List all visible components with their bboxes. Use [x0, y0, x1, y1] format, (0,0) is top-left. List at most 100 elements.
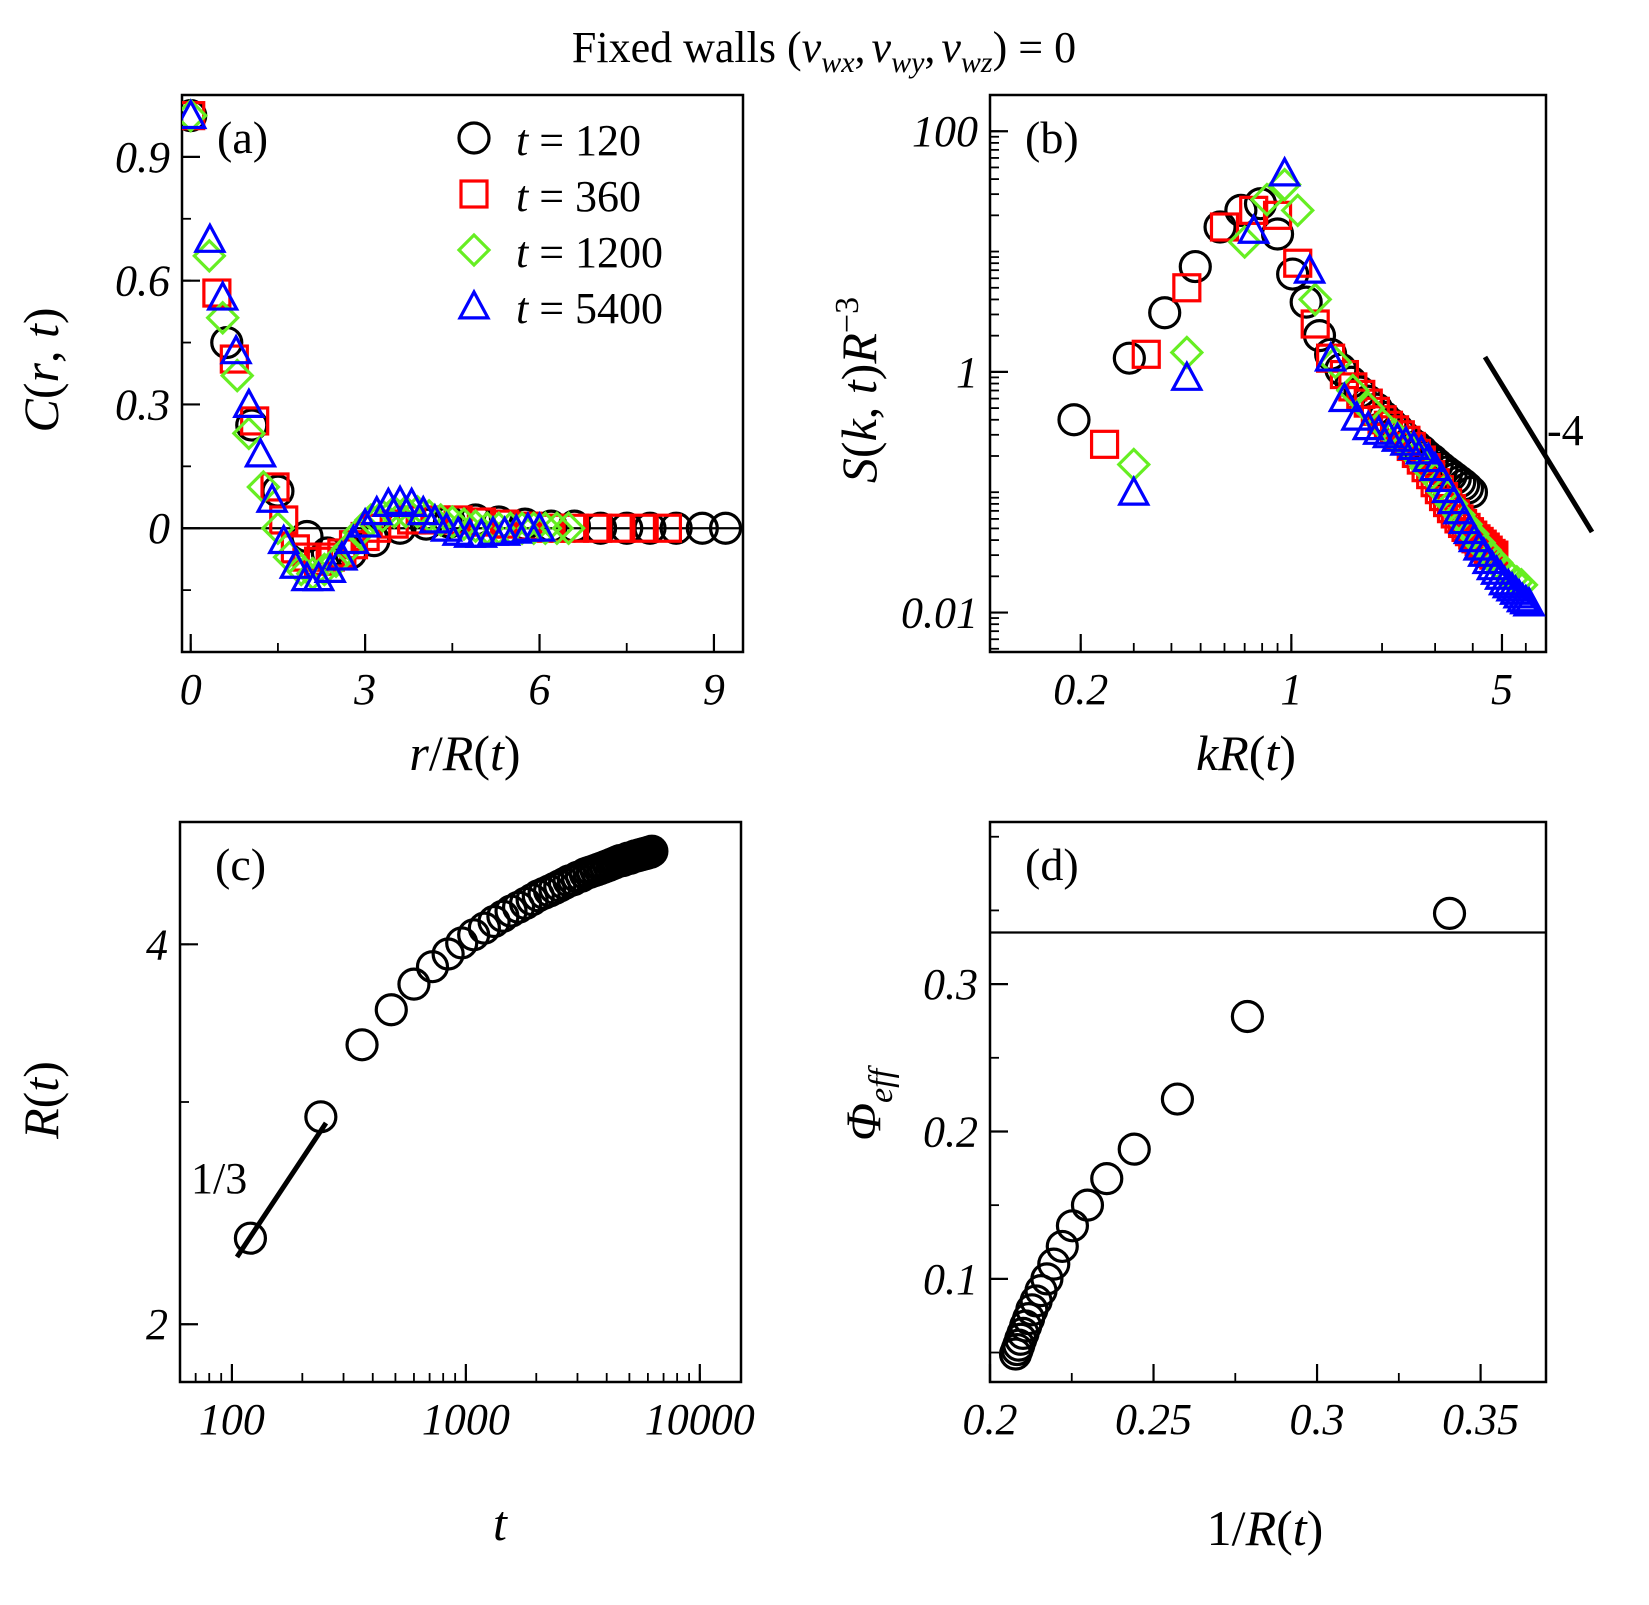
data-point: [1230, 999, 1264, 1034]
y-tick-label: 1: [956, 348, 978, 397]
x-tick-label: 0.2: [1053, 665, 1108, 714]
data-point: [635, 834, 669, 868]
data-point: [1112, 341, 1146, 375]
data-point: [1292, 252, 1327, 284]
data-point: [260, 510, 296, 546]
data-point: [685, 511, 719, 545]
x-tick-label: 5: [1491, 665, 1513, 714]
panel-c: 100 1000 10000 2 4 (c) tt R(t)R(t) 1/3: [13, 820, 755, 1551]
data-point: [487, 514, 522, 546]
data-point: [193, 222, 227, 253]
data-point: [1512, 585, 1546, 617]
x-tick-label: 1000: [422, 1395, 510, 1444]
data-point: [182, 98, 208, 133]
panel-a: 0 3 6 9 0 0.3 0.6 0.9 (a) r/R(t)r/R(t) C(r, t)C(r,…: [13, 93, 745, 781]
data-point: [1089, 429, 1120, 459]
data-point: [1280, 193, 1315, 228]
data-point: [202, 278, 232, 308]
data-point: [1237, 212, 1271, 244]
legend-marker: [457, 288, 491, 320]
data-point: [231, 416, 267, 451]
series-t-5400: [182, 98, 557, 592]
data-point: [342, 515, 377, 550]
data-point: [374, 993, 408, 1027]
data-point: [1224, 193, 1258, 227]
data-point: [232, 387, 266, 418]
data-point: [1131, 339, 1161, 369]
plot-frame: [178, 820, 743, 1384]
data-point: [1037, 1247, 1071, 1281]
x-tick-label: 3: [353, 665, 376, 714]
data-point: [233, 1221, 268, 1255]
data-point: [206, 279, 240, 311]
panel-label: (a): [217, 112, 268, 163]
data-point: [1090, 1162, 1124, 1196]
data-point: [522, 510, 557, 542]
data-point: [1380, 421, 1415, 452]
x-tick-label: 0.3: [1290, 1395, 1345, 1444]
plot-frame: [988, 820, 1548, 1384]
panel-label: (b): [1025, 112, 1079, 163]
y-tick-label: 0.01: [901, 589, 978, 638]
data-point: [205, 300, 240, 336]
data-point: [1411, 441, 1446, 473]
data-point: [467, 911, 501, 945]
data-point: [1070, 1188, 1105, 1222]
slope-annotation: -4: [1547, 406, 1584, 455]
panel-label: (d): [1025, 839, 1079, 890]
data-point: [1267, 155, 1302, 187]
y-tick-label: 4: [146, 920, 168, 969]
data-point: [477, 904, 511, 939]
data-point: [267, 523, 301, 555]
series-layer: [182, 98, 743, 592]
data-point: [388, 494, 424, 529]
data-point: [652, 513, 683, 543]
slope-guide-line: [1482, 355, 1595, 534]
series-layer: [233, 834, 669, 1255]
data-point: [219, 358, 255, 393]
y-tick-label: 0.1: [923, 1255, 978, 1304]
series-t-5400: [1117, 155, 1546, 617]
y-tick-label: 0.3: [115, 380, 170, 429]
data-point: [998, 1337, 1033, 1371]
data-point: [397, 967, 431, 1001]
data-point: [708, 511, 743, 545]
data-point: [278, 547, 313, 579]
panel-label: (c): [215, 839, 266, 890]
x-axis-label: r/R(t)r/R(t): [409, 725, 520, 781]
data-point: [1169, 335, 1205, 370]
figure-title: Fixed walls (vwx, vwy, vwz) = 0: [572, 23, 1076, 79]
y-tick-label: 2: [146, 1300, 168, 1349]
plot-frame: [988, 93, 1548, 654]
data-point: [1057, 403, 1091, 437]
data-point: [418, 502, 452, 534]
data-point: [606, 513, 636, 543]
data-point: [1055, 1209, 1090, 1243]
series-eff: [998, 896, 1467, 1371]
series-r-t: [233, 834, 669, 1255]
data-point: [1178, 249, 1212, 284]
data-point: [376, 494, 412, 529]
data-point: [1404, 433, 1439, 465]
data-point: [1300, 309, 1330, 339]
data-point: [1327, 381, 1362, 413]
data-point: [1276, 257, 1310, 291]
data-point: [1209, 212, 1240, 242]
y-tick-label: 0: [148, 504, 170, 553]
data-point: [1318, 345, 1353, 380]
panel-b: 0.2 1 5 0.01 1 100 (b) kR(t)kR(t) S(k, t)R−3S(k,…: [829, 93, 1595, 781]
data-point: [1397, 429, 1431, 460]
data-point: [318, 543, 354, 579]
data-point: [539, 510, 575, 546]
slope-annotation: 1/3: [191, 1154, 247, 1203]
data-point: [1249, 182, 1285, 217]
data-point: [659, 511, 693, 545]
data-point: [1371, 417, 1406, 449]
x-axis-label: kR(t)kR(t): [1196, 725, 1296, 781]
y-tick-label: 0.3: [923, 960, 978, 1009]
data-point: [629, 513, 659, 543]
x-tick-label: 0: [180, 665, 202, 714]
data-point: [1432, 896, 1467, 930]
